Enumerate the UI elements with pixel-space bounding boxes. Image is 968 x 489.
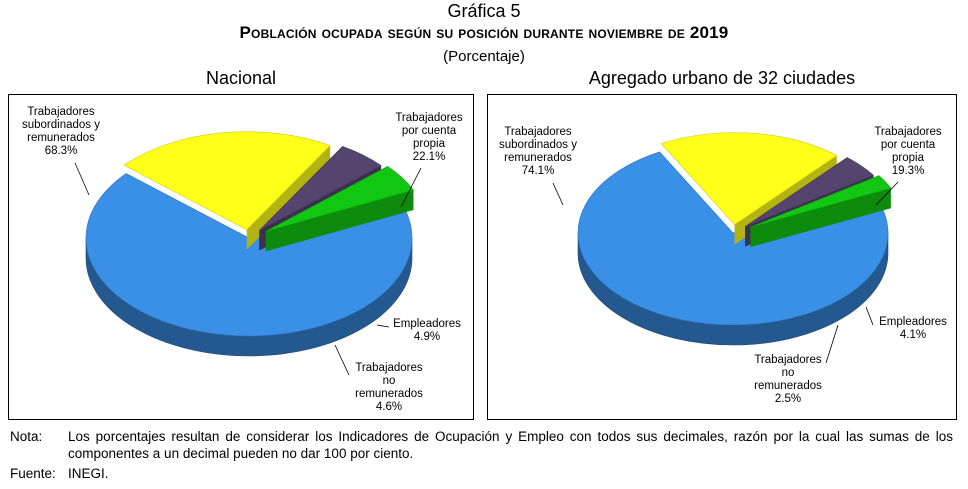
slice-label-4: Trabajadores no remunerados 2.5%: [754, 354, 822, 405]
slice-label-line: Trabajadores: [504, 126, 572, 138]
note-text: Los porcentajes resultan de considerar l…: [68, 429, 953, 461]
panel-title-urbano: Agregado urbano de 32 ciudades: [588, 68, 856, 88]
pie-slice-4: [750, 175, 892, 248]
slice-value-label: 74.1%: [522, 165, 555, 177]
slice-label-line: propia: [413, 138, 446, 150]
pie-slice-1: [577, 151, 889, 346]
source-label: Fuente:: [10, 466, 56, 481]
slice-label-line: remunerados: [754, 380, 822, 392]
slice-label-line: por cuenta: [402, 125, 457, 137]
leader-line-3: [376, 324, 390, 328]
pie-slice-1: [85, 173, 413, 357]
chart-subtitle: (Porcentaje): [443, 48, 525, 65]
slice-label-2: Trabajadores por cuenta propia 22.1%: [395, 112, 463, 163]
slice-label-line: subordinados y: [22, 119, 100, 131]
slice-value-label: 68.3%: [45, 145, 78, 157]
slice-label-line: remunerados: [355, 388, 423, 400]
slice-label-line: propia: [892, 152, 925, 164]
slice-label-2: Trabajadores por cuenta propia 19.3%: [874, 126, 942, 177]
slice-label-4: Trabajadores no remunerados 4.6%: [355, 362, 423, 413]
slice-value-label: 4.1%: [900, 329, 926, 341]
leader-line-3: [865, 306, 874, 326]
slice-label-line: Trabajadores: [874, 126, 942, 138]
slice-label-line: Trabajadores: [395, 112, 463, 124]
slice-label-line: Empleadores: [879, 316, 947, 328]
slice-label-3: Empleadores 4.9%: [393, 318, 461, 343]
leader-line-4: [334, 344, 350, 376]
slice-label-1: Trabajadores subordinados y remunerados 68.…: [22, 106, 100, 157]
slice-label-line: no: [383, 375, 396, 387]
pie-chart-urbano: Trabajadores subordinados y remunerados 74.…: [499, 126, 947, 405]
pie-chart-nacional: Trabajadores subordinados y remunerados 68.…: [22, 106, 463, 413]
slice-label-line: no: [782, 367, 795, 379]
leader-line-2: [875, 181, 899, 206]
slice-label-line: por cuenta: [881, 139, 936, 151]
leader-line-2: [400, 167, 422, 208]
leader-line-1: [74, 162, 90, 196]
chart-number: Gráfica 5: [447, 1, 521, 21]
slice-value-label: 4.6%: [376, 401, 402, 413]
slice-label-line: Trabajadores: [754, 354, 822, 366]
slice-label-line: Trabajadores: [355, 362, 423, 374]
panel-title-nacional: Nacional: [205, 68, 277, 88]
chart-title: Población ocupada según su posición dura…: [239, 23, 729, 42]
note-label: Nota:: [10, 429, 43, 444]
slice-value-label: 4.9%: [414, 331, 440, 343]
pie-slice-4: [265, 166, 414, 252]
slice-label-line: Trabajadores: [27, 106, 95, 118]
leader-line-4: [825, 324, 839, 364]
slice-label-line: remunerados: [504, 152, 572, 164]
slice-label-line: remunerados: [27, 132, 95, 144]
source-text: INEGI.: [68, 466, 109, 481]
slice-label-3: Empleadores 4.1%: [879, 316, 947, 341]
slice-label-line: subordinados y: [499, 139, 577, 151]
pie-panel-urbano: Trabajadores subordinados y remunerados 74.…: [487, 94, 957, 420]
slice-value-label: 22.1%: [413, 151, 446, 163]
slice-label-line: Empleadores: [393, 318, 461, 330]
pie-panel-nacional: Trabajadores subordinados y remunerados 68.…: [8, 94, 474, 420]
slice-value-label: 19.3%: [892, 165, 925, 177]
slice-label-1: Trabajadores subordinados y remunerados 74.…: [499, 126, 577, 177]
leader-line-1: [552, 182, 564, 206]
slice-value-label: 2.5%: [775, 393, 801, 405]
